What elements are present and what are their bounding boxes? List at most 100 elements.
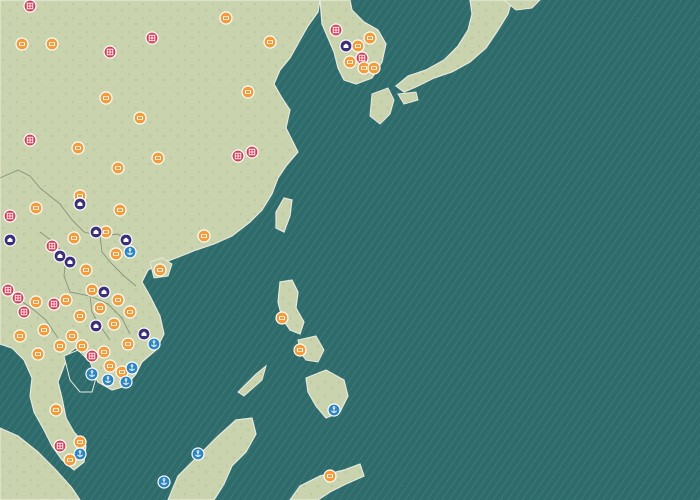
map-marker-orange[interactable]	[111, 161, 125, 175]
map-marker-blue[interactable]	[125, 361, 139, 375]
map-marker-orange[interactable]	[29, 201, 43, 215]
map-marker-orange[interactable]	[93, 301, 107, 315]
map-marker-red[interactable]	[23, 133, 37, 147]
map-marker-red[interactable]	[85, 349, 99, 363]
map-marker-purple[interactable]	[119, 233, 133, 247]
map-marker-orange[interactable]	[63, 453, 77, 467]
factory-icon	[97, 306, 103, 310]
map-marker-orange[interactable]	[85, 283, 99, 297]
map-marker-orange[interactable]	[323, 469, 337, 483]
map-marker-orange[interactable]	[357, 61, 371, 75]
map-marker-orange[interactable]	[219, 11, 233, 25]
island-palawan	[237, 364, 267, 397]
map-marker-purple[interactable]	[89, 225, 103, 239]
map-marker-purple[interactable]	[89, 319, 103, 333]
map-marker-blue[interactable]	[147, 337, 161, 351]
map-marker-blue[interactable]	[157, 475, 171, 489]
map-marker-orange[interactable]	[97, 345, 111, 359]
map-marker-orange[interactable]	[73, 309, 87, 323]
map-marker-red[interactable]	[23, 0, 37, 13]
map-marker-red[interactable]	[145, 31, 159, 45]
map-marker-red[interactable]	[47, 297, 61, 311]
map-marker-orange[interactable]	[363, 31, 377, 45]
map-marker-orange[interactable]	[59, 293, 73, 307]
map-marker-orange[interactable]	[49, 403, 63, 417]
map-marker-orange[interactable]	[123, 305, 137, 319]
map-marker-orange[interactable]	[13, 329, 27, 343]
factory-icon	[69, 334, 75, 338]
map-marker-orange[interactable]	[37, 323, 51, 337]
factory-icon	[125, 342, 131, 346]
map-marker-blue[interactable]	[191, 447, 205, 461]
map-marker-red[interactable]	[53, 439, 67, 453]
map-marker-blue[interactable]	[73, 447, 87, 461]
map-marker-red[interactable]	[245, 145, 259, 159]
map-marker-orange[interactable]	[71, 141, 85, 155]
map-marker-orange[interactable]	[79, 263, 93, 277]
map-marker-blue[interactable]	[327, 403, 341, 417]
map-marker-red[interactable]	[45, 239, 59, 253]
map-marker-orange[interactable]	[197, 229, 211, 243]
factory-icon	[75, 146, 81, 150]
map-marker-orange[interactable]	[275, 311, 289, 325]
map-marker-red[interactable]	[355, 51, 369, 65]
map-marker-orange[interactable]	[367, 61, 381, 75]
map-marker-purple[interactable]	[63, 255, 77, 269]
map-marker-orange[interactable]	[151, 151, 165, 165]
map-marker-orange[interactable]	[343, 55, 357, 69]
map-marker-purple[interactable]	[73, 197, 87, 211]
factory-icon	[119, 370, 125, 374]
factory-icon	[115, 298, 121, 302]
map-marker-orange[interactable]	[241, 85, 255, 99]
map-marker-red[interactable]	[1, 283, 15, 297]
map-marker-orange[interactable]	[293, 343, 307, 357]
map-marker-orange[interactable]	[15, 37, 29, 51]
map-marker-orange[interactable]	[111, 293, 125, 307]
factory-icon	[327, 474, 333, 478]
map-marker-orange[interactable]	[153, 263, 167, 277]
map-marker-orange[interactable]	[351, 39, 365, 53]
map-marker-blue[interactable]	[101, 373, 115, 387]
mining-icon	[148, 34, 156, 42]
factory-icon	[371, 66, 377, 70]
map-marker-purple[interactable]	[53, 249, 67, 263]
map-marker-purple[interactable]	[339, 39, 353, 53]
map-marker-orange[interactable]	[73, 435, 87, 449]
map-marker-orange[interactable]	[45, 37, 59, 51]
map-marker-orange[interactable]	[107, 317, 121, 331]
map-marker-red[interactable]	[103, 45, 117, 59]
map-marker-orange[interactable]	[65, 329, 79, 343]
map-marker-purple[interactable]	[137, 327, 151, 341]
mining-icon	[88, 352, 96, 360]
map-marker-orange[interactable]	[109, 247, 123, 261]
map-marker-red[interactable]	[11, 291, 25, 305]
map-marker-purple[interactable]	[3, 233, 17, 247]
map-marker-orange[interactable]	[121, 337, 135, 351]
island-honshu	[395, 0, 513, 93]
mining-icon	[48, 242, 56, 250]
map-marker-blue[interactable]	[85, 367, 99, 381]
map-marker-orange[interactable]	[113, 203, 127, 217]
map-marker-orange[interactable]	[115, 365, 129, 379]
map-marker-orange[interactable]	[75, 339, 89, 353]
map-marker-orange[interactable]	[99, 225, 113, 239]
anchor-icon	[151, 340, 157, 347]
map-marker-red[interactable]	[17, 305, 31, 319]
map-marker-red[interactable]	[329, 23, 343, 37]
map-marker-red[interactable]	[231, 149, 245, 163]
map-marker-blue[interactable]	[123, 245, 137, 259]
map-marker-purple[interactable]	[97, 285, 111, 299]
map-marker-orange[interactable]	[29, 295, 43, 309]
map-marker-blue[interactable]	[119, 375, 133, 389]
map-marker-orange[interactable]	[53, 339, 67, 353]
map-marker-orange[interactable]	[31, 347, 45, 361]
map-marker-orange[interactable]	[133, 111, 147, 125]
map-marker-orange[interactable]	[67, 231, 81, 245]
map-marker-orange[interactable]	[99, 91, 113, 105]
map-marker-orange[interactable]	[263, 35, 277, 49]
map-marker-red[interactable]	[3, 209, 17, 223]
factory-icon	[117, 208, 123, 212]
map-marker-orange[interactable]	[103, 359, 117, 373]
